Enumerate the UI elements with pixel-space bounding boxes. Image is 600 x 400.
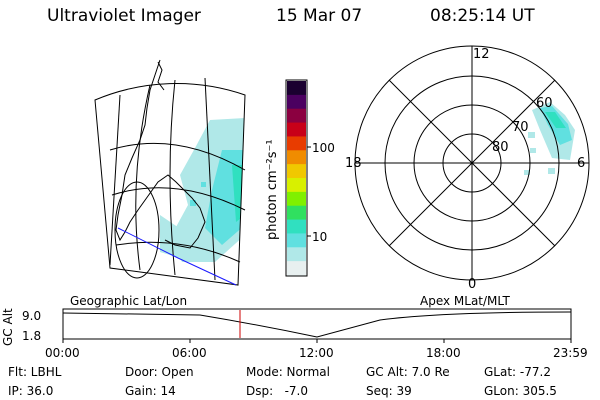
colorbar-unit-label: photon cm⁻²s⁻¹ bbox=[265, 139, 280, 240]
color-scale-bar bbox=[285, 79, 311, 277]
colorbar-band bbox=[287, 150, 306, 165]
colorbar-band bbox=[287, 247, 306, 262]
timeline-axis-label: GC Alt bbox=[1, 308, 15, 346]
timeline-tick-1200: 12:00 bbox=[299, 346, 334, 360]
polar-mlat-mlt-plot bbox=[354, 45, 590, 281]
mlt-label-18: 18 bbox=[345, 156, 362, 171]
colorbar-band bbox=[287, 122, 306, 137]
status-ip: IP: 36.0 bbox=[8, 384, 54, 398]
polar-aurora-image bbox=[524, 102, 575, 175]
timeline-y-min: 1.8 bbox=[22, 329, 42, 343]
status-mode: Mode: Normal bbox=[246, 365, 330, 379]
status-filter: Flt: LBHL bbox=[8, 365, 62, 379]
timeline-tick-0600: 06:00 bbox=[172, 346, 207, 360]
status-glat: GLat: -77.2 bbox=[484, 365, 551, 379]
geo-aurora-image bbox=[160, 118, 245, 262]
status-dsp: Dsp: -7.0 bbox=[246, 384, 309, 398]
observation-time: 08:25:14 UT bbox=[430, 6, 535, 26]
timeline-tick-1800: 18:00 bbox=[426, 346, 461, 360]
colorbar-band bbox=[287, 219, 306, 234]
timeline-y-max: 9.0 bbox=[22, 309, 42, 323]
status-seq: Seq: 39 bbox=[366, 384, 412, 398]
instrument-title: Ultraviolet Imager bbox=[47, 6, 201, 26]
mlat-label-60: 60 bbox=[536, 96, 553, 111]
colorbar-band bbox=[287, 261, 306, 276]
colorbar-tick-10: 10 bbox=[312, 230, 328, 244]
observation-date: 15 Mar 07 bbox=[276, 6, 363, 26]
timeline-tick-2359: 23:59 bbox=[553, 346, 588, 360]
colorbar-band bbox=[287, 136, 306, 151]
status-door: Door: Open bbox=[125, 365, 194, 379]
apex-caption: Apex MLat/MLT bbox=[420, 294, 510, 308]
status-gc-alt: GC Alt: 7.0 Re bbox=[366, 365, 450, 379]
colorbar-band bbox=[287, 164, 306, 179]
colorbar-band bbox=[287, 233, 306, 248]
colorbar-band bbox=[287, 94, 306, 110]
colorbar-band bbox=[287, 205, 306, 221]
timeline-tick-0000: 00:00 bbox=[45, 346, 80, 360]
colorbar-band bbox=[287, 81, 306, 96]
geographic-map bbox=[94, 59, 246, 286]
mlat-label-80: 80 bbox=[492, 140, 509, 155]
colorbar-band bbox=[287, 191, 306, 207]
status-glon: GLon: 305.5 bbox=[484, 384, 557, 398]
mlt-label-6: 6 bbox=[577, 156, 586, 171]
mlt-label-0: 0 bbox=[468, 277, 477, 292]
status-gain: Gain: 14 bbox=[125, 384, 176, 398]
colorbar-band bbox=[287, 178, 306, 193]
mlt-label-12: 12 bbox=[473, 47, 490, 62]
mlat-label-70: 70 bbox=[512, 120, 529, 135]
colorbar-band bbox=[287, 108, 306, 124]
colorbar-tick-100: 100 bbox=[312, 141, 335, 155]
geographic-caption: Geographic Lat/Lon bbox=[70, 294, 188, 308]
gc-altitude-timeline bbox=[62, 308, 572, 343]
